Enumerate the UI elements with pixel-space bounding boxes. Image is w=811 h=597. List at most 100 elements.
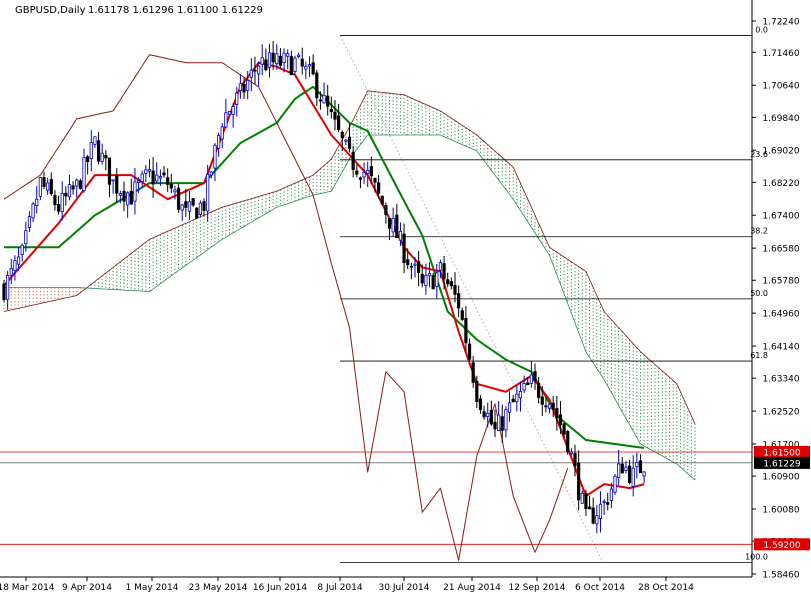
candle-body: [435, 272, 439, 287]
y-tick-label: 1.60900: [762, 473, 799, 483]
candle-body: [526, 382, 530, 386]
candle-body: [409, 265, 413, 268]
horizontal-levels: [0, 451, 752, 545]
candle-body: [231, 106, 235, 116]
candle-body: [446, 279, 450, 285]
candle-body: [318, 99, 323, 102]
candle-body: [227, 110, 232, 115]
candle-body: [609, 488, 613, 501]
y-tick-label: 1.64960: [762, 310, 799, 320]
candle-body: [151, 170, 155, 185]
y-tick-label: 1.62520: [762, 408, 799, 418]
candle-body: [307, 64, 312, 67]
x-tick-label: 30 Jul 2014: [379, 583, 430, 593]
candle-body: [391, 217, 395, 233]
candle-body: [482, 411, 486, 418]
x-tick-label: 12 Sep 2014: [508, 583, 565, 593]
x-tick-label: 6 Oct 2014: [575, 583, 625, 593]
candle-body: [562, 423, 566, 435]
candle-body: [86, 156, 90, 163]
candle-body: [337, 115, 341, 130]
candle-body: [547, 403, 552, 409]
candle-body: [53, 194, 57, 206]
y-tick-label: 1.61700: [762, 440, 799, 450]
candle-body: [395, 214, 399, 239]
candle-body: [595, 515, 599, 525]
candle-body: [326, 95, 330, 107]
candle-body: [457, 293, 461, 309]
candle-body: [104, 154, 108, 159]
candle-body: [322, 94, 326, 104]
candle-body: [82, 157, 86, 192]
candle-body: [282, 52, 286, 64]
candle-body: [100, 152, 104, 162]
y-tick-label: 1.63340: [762, 375, 799, 385]
candle-body: [184, 201, 188, 208]
candle-body: [209, 171, 213, 176]
candle-body: [384, 204, 388, 216]
candle-body: [38, 177, 42, 197]
candle-body: [264, 59, 268, 71]
candle-body: [2, 283, 6, 300]
candle-body: [627, 465, 632, 483]
candle-body: [551, 402, 555, 410]
candle-body: [93, 136, 97, 145]
candle-body: [497, 414, 501, 432]
candle-body: [518, 391, 523, 399]
level-tag-label: 1.59200: [763, 541, 800, 551]
candle-body: [67, 184, 72, 198]
candle-body: [278, 55, 283, 66]
current-price-tag-label: 1.61229: [763, 459, 800, 469]
candle-body: [584, 493, 588, 509]
candle-body: [60, 193, 64, 212]
candle-body: [293, 57, 297, 72]
candle-body: [260, 57, 264, 65]
candle-body: [256, 65, 261, 75]
candle-body: [417, 261, 421, 273]
candle-body: [402, 233, 406, 263]
candle-body: [27, 216, 32, 228]
candle-body: [267, 52, 272, 68]
candle-body: [362, 172, 366, 178]
candle-body: [566, 431, 570, 452]
candle-body: [49, 179, 53, 195]
candle-body: [242, 84, 246, 93]
candle-body: [169, 183, 173, 189]
x-tick-label: 28 Oct 2014: [638, 583, 694, 593]
candle-body: [289, 56, 293, 76]
candle-body: [118, 193, 122, 196]
fib-level-label: 23.6: [750, 150, 768, 159]
candle-body: [489, 409, 493, 425]
candle-body: [555, 408, 559, 418]
fib-level-label: 61.8: [750, 351, 768, 360]
candle-body: [304, 65, 308, 70]
candle-body: [46, 182, 50, 191]
candle-body: [122, 191, 126, 202]
candle-body: [380, 195, 384, 205]
candle-body: [206, 174, 210, 212]
candle-body: [340, 131, 344, 139]
candle-body: [195, 207, 199, 219]
candle-body: [537, 382, 541, 398]
x-tick-label: 23 May 2014: [189, 583, 248, 593]
x-tick-label: 18 Mar 2014: [0, 583, 55, 593]
candle-body: [158, 176, 162, 179]
candle-body: [558, 414, 563, 426]
candle-body: [35, 198, 39, 206]
candle-body: [311, 62, 315, 75]
candle-body: [75, 179, 79, 187]
candle-body: [631, 467, 635, 487]
y-tick-label: 1.70640: [762, 82, 799, 92]
candle-body: [438, 262, 443, 271]
y-tick-label: 1.68220: [762, 179, 799, 189]
candle-body: [478, 398, 483, 410]
candle-body: [431, 275, 435, 290]
candle-body: [129, 190, 133, 205]
candle-body: [464, 317, 468, 344]
y-tick-label: 1.65780: [762, 277, 799, 287]
candle-body: [373, 178, 377, 183]
candle-body: [31, 203, 35, 219]
candle-body: [358, 177, 363, 180]
candle-body: [333, 111, 337, 120]
